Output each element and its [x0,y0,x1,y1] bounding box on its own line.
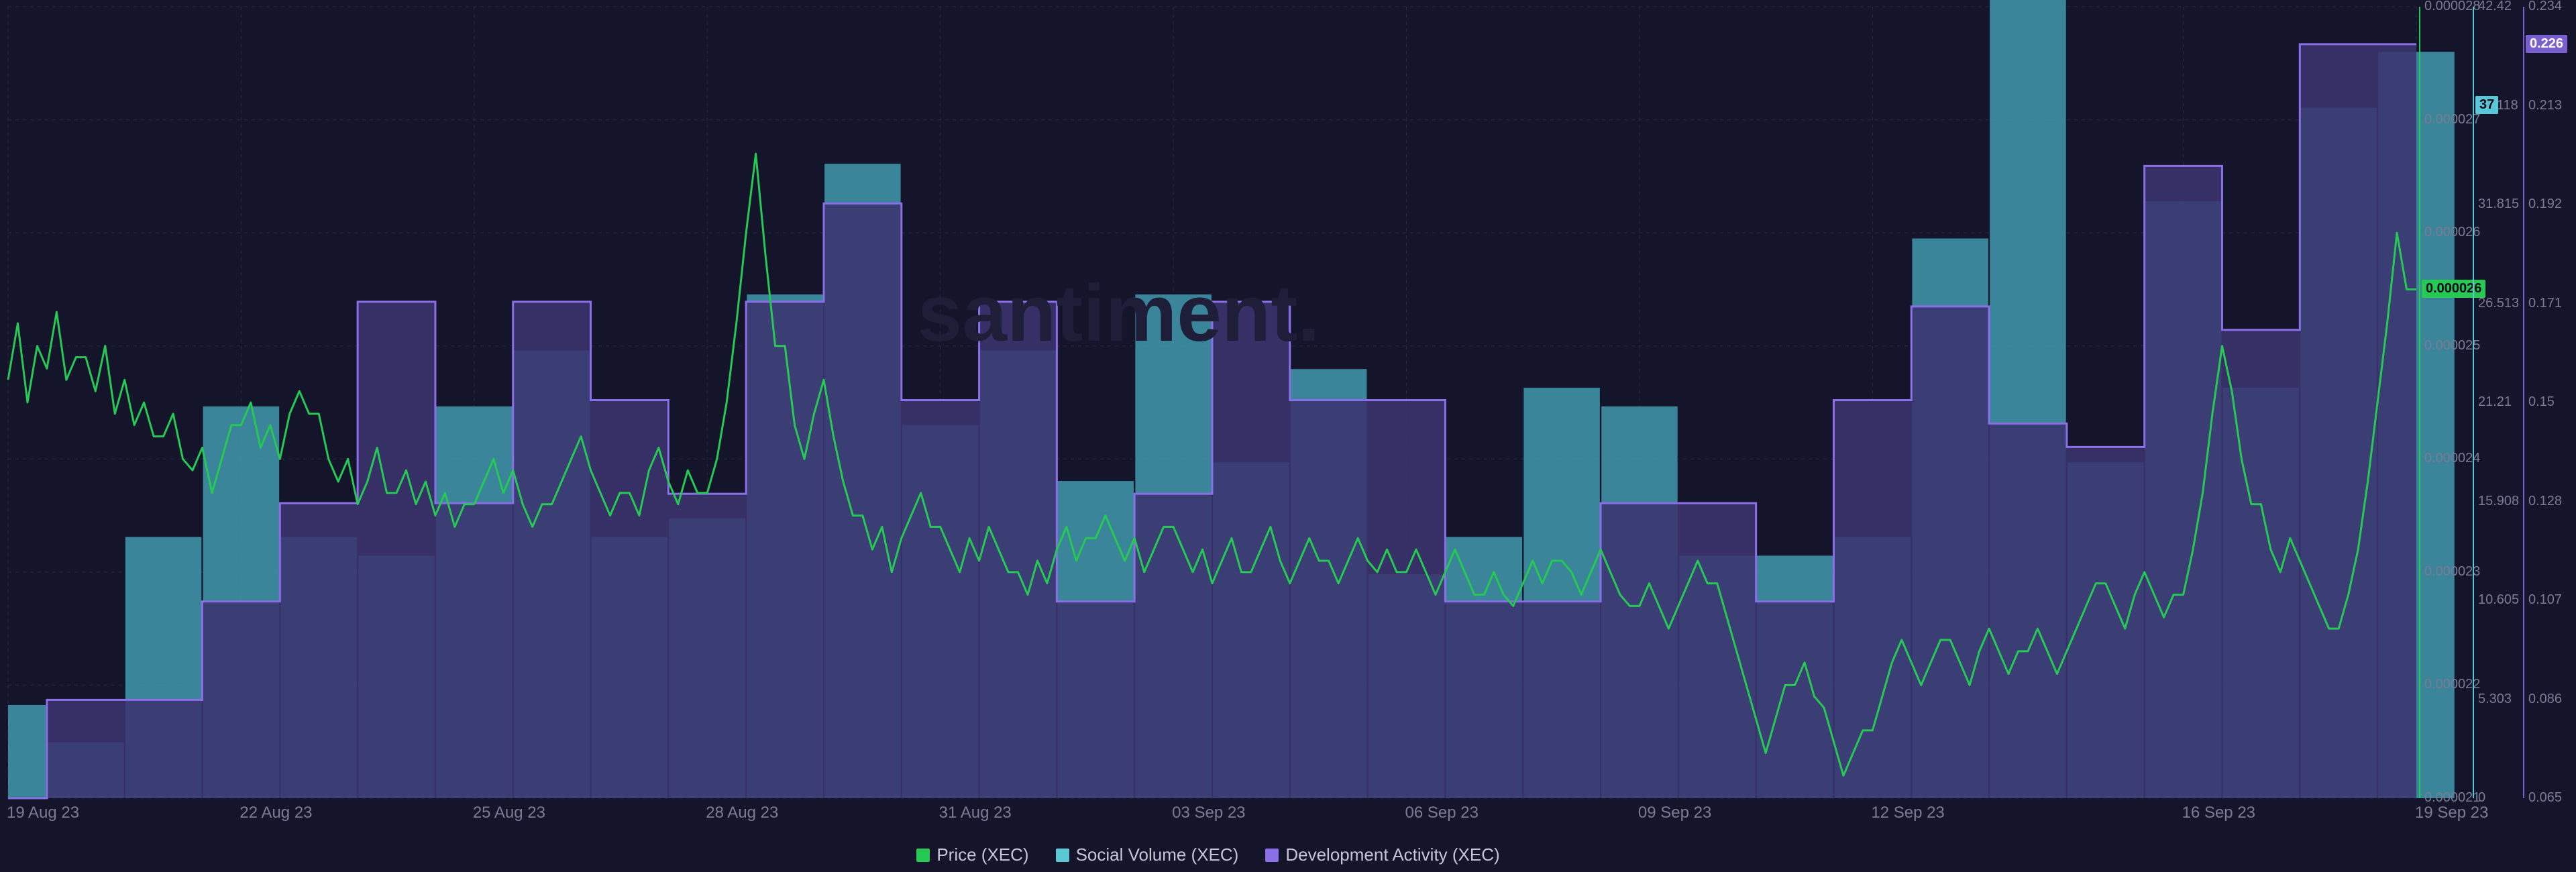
x-axis-tick-label: 22 Aug 23 [239,804,312,822]
y-axis-tick-label: 0.000028 [2424,0,2480,14]
y-axis-tick-label: 0.000023 [2424,564,2480,580]
y-axis-tick-label: 0.234 [2528,0,2562,14]
y-axis-tick-label: 0.128 [2528,494,2562,509]
y-axis-tick-label: 0.171 [2528,296,2562,311]
x-axis-tick-label: 06 Sep 23 [1405,804,1479,822]
y-axis-tick-label: 10.605 [2478,592,2519,608]
y-axis-tick-label: 5.303 [2478,692,2512,707]
y-axis-tick-label: 31.815 [2478,197,2519,212]
y-axis-line [2419,7,2420,798]
legend-label: Price (XEC) [936,844,1028,865]
y-axis-tick-label: 0.000027 [2424,112,2480,127]
legend-item-social[interactable]: Social Volume (XEC) [1056,844,1239,865]
x-axis-tick-label: 19 Aug 23 [7,804,79,822]
y-axis-tick-label: 21.21 [2478,394,2512,410]
x-axis-tick-label: 12 Sep 23 [1871,804,1944,822]
y-axis-tick-label: 26.513 [2478,296,2519,311]
legend-label: Development Activity (XEC) [1285,844,1499,865]
y-axis-tick-label: 0.15 [2528,394,2555,410]
y-axis-tick-label: 0.000022 [2424,677,2480,692]
legend-swatch [916,849,930,862]
axis-value-badge: 37 [2475,96,2498,114]
x-axis-tick-label: 25 Aug 23 [473,804,545,822]
legend-item-price[interactable]: Price (XEC) [916,844,1028,865]
axis-value-badge: 0.226 [2526,35,2567,53]
x-axis-tick-label: 09 Sep 23 [1638,804,1711,822]
y-axis-tick-label: 0.086 [2528,692,2562,707]
legend-swatch [1056,849,1069,862]
y-axis-tick-label: 0.000026 [2424,225,2480,240]
y-axis-tick-label: 15.908 [2478,494,2519,509]
x-axis-tick-label: 31 Aug 23 [939,804,1012,822]
y-axis-tick-label: 0.107 [2528,592,2562,608]
legend-label: Social Volume (XEC) [1076,844,1239,865]
y-axis-tick-label: 0.000021 [2424,790,2480,806]
y-axis-line [2523,7,2524,798]
price-line [8,7,2416,798]
y-axis-tick-label: 0.065 [2528,790,2562,806]
x-axis-tick-label: 19 Sep 23 [2415,804,2488,822]
y-axis-tick-label: 0.213 [2528,98,2562,113]
y-axis-tick-label: 0.000024 [2424,451,2480,466]
y-axis-tick-label: 0 [2478,790,2485,806]
legend: Price (XEC) Social Volume (XEC) Developm… [0,844,2416,865]
x-axis-tick-label: 03 Sep 23 [1172,804,1245,822]
x-axis-tick-label: 28 Aug 23 [706,804,778,822]
axis-value-badge: 0.000026 [2422,280,2485,298]
legend-item-dev[interactable]: Development Activity (XEC) [1265,844,1499,865]
y-axis-line [2473,7,2474,798]
x-axis-tick-label: 16 Sep 23 [2182,804,2255,822]
plot-area[interactable]: santiment. [8,7,2416,798]
chart-container: santiment. 19 Aug 23 22 Aug 23 25 Aug 23 28… [0,0,2576,872]
legend-swatch [1265,849,1279,862]
y-axis-tick-label: 0.192 [2528,197,2562,212]
y-axis-tick-label: 0.000025 [2424,338,2480,353]
y-axis-tick-label: 42.42 [2478,0,2512,14]
